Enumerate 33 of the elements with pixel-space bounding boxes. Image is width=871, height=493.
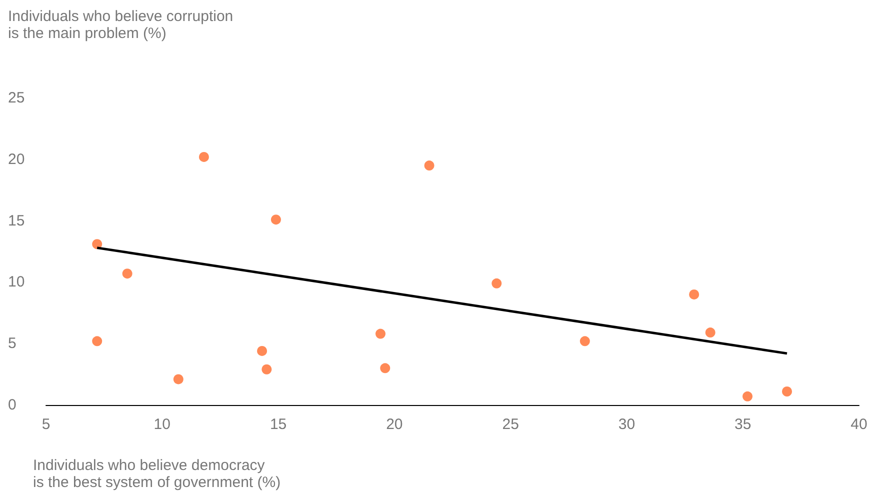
point <box>262 364 272 374</box>
y-tick-label: 15 <box>8 212 25 230</box>
y-tick-label: 10 <box>8 274 25 291</box>
x-axis-title: Individuals who believe democracy is the best system of government (%) <box>33 457 281 491</box>
point <box>92 336 102 346</box>
x-tick-label: 15 <box>270 416 287 433</box>
point <box>742 391 753 402</box>
point <box>257 346 268 356</box>
x-tick-label: 5 <box>42 416 50 433</box>
x-tick-label: 30 <box>618 416 636 433</box>
point <box>198 152 209 162</box>
y-axis-title: Individuals who believe corruption is the main problem (%) <box>8 8 234 42</box>
y-tick-label: 5 <box>8 335 16 352</box>
x-tick-label: 10 <box>154 416 170 433</box>
point <box>122 268 132 279</box>
y-tick-label: 20 <box>8 150 25 168</box>
point <box>424 160 434 171</box>
point <box>173 374 184 384</box>
point <box>782 386 792 396</box>
point <box>580 336 590 346</box>
y-tick-label: 0 <box>8 396 16 414</box>
x-tick-label: 35 <box>734 416 752 433</box>
y-tick-label: 25 <box>8 90 25 106</box>
x-tick-label: 20 <box>386 416 403 433</box>
point <box>380 363 390 374</box>
point <box>270 214 281 225</box>
x-tick-label: 40 <box>850 416 868 433</box>
point <box>689 289 700 300</box>
point <box>92 239 102 250</box>
point <box>376 328 386 339</box>
x-tick-label: 25 <box>502 416 519 433</box>
point <box>492 278 502 288</box>
point <box>705 328 716 338</box>
